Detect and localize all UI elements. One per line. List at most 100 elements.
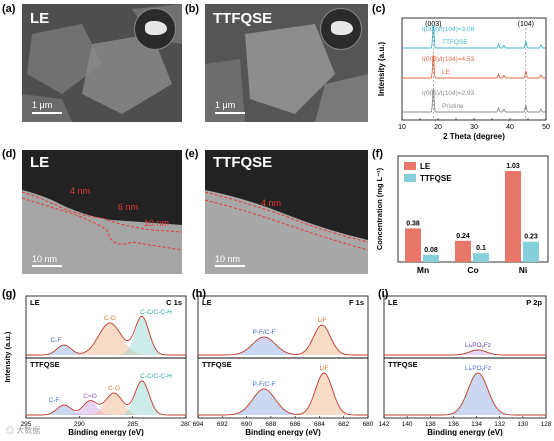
x-axis-label: Binding energy (eV) <box>245 428 321 436</box>
bar-ttfqse-co <box>473 253 489 262</box>
sem-texture <box>205 4 368 122</box>
xps-c1s-chart: Intensity (a.u.) LE TTFQSE C 1s 295 290 285 280… <box>2 290 192 437</box>
x-tick-label: 694 <box>193 421 204 428</box>
xps-frame-bottom <box>383 357 547 419</box>
panel-e-label: (e) <box>185 148 199 160</box>
xps-f1s-chart: LE TTFQSE F 1s 694 692 690 688 686 684 682 680 Bind… <box>192 290 376 437</box>
x-axis-label: Binding energy (eV) <box>68 428 144 436</box>
x-tick-label: 684 <box>314 421 325 428</box>
x-tick-label: 686 <box>290 421 301 428</box>
peak-label: LiF <box>319 365 328 372</box>
bar-value-label: 0.08 <box>424 247 438 254</box>
xrd-series-ttfqse <box>402 25 546 49</box>
ratio-label: I(003)/I(104)=2.93 <box>422 90 475 97</box>
xrd-series-le <box>402 55 546 79</box>
scale-text: 10 nm <box>215 254 241 264</box>
envelope-line <box>26 380 186 416</box>
peak-label: C-C/C-C-H <box>140 309 172 316</box>
series-label: Pristine <box>442 103 464 110</box>
panel-d-label: (d) <box>2 148 17 160</box>
x-tick-label: 128 <box>541 421 552 428</box>
xps-p2p-chart: LE TTFQSE P 2p 142 140 138 136 134 132 130 128 Bind… <box>378 290 552 437</box>
category-label: Ni <box>519 265 528 275</box>
plot-frame <box>401 17 547 121</box>
x-tick-label: 30 <box>470 124 478 131</box>
concentration-svg: Concentration (mg L⁻¹) Mn 0.38 0.08 Co 0.24 0.… <box>375 155 549 275</box>
envelope-line <box>384 349 546 356</box>
category-label: Co <box>467 265 478 275</box>
scale-bar <box>32 112 62 114</box>
panel-i-label: (i) <box>378 288 389 300</box>
sem-title-ttfqse: TTFQSE <box>213 10 273 27</box>
fitted-peak <box>198 325 368 355</box>
scale-bar <box>32 265 62 267</box>
x-tick-label: 690 <box>241 421 252 428</box>
x-tick-label: 142 <box>379 421 390 428</box>
annotation-4nm: 4 nm <box>261 198 282 208</box>
peak-label: C-O <box>108 385 120 392</box>
x-tick-label: 132 <box>494 421 505 428</box>
fitted-peak <box>26 381 186 415</box>
panel-a-label: (a) <box>2 3 16 15</box>
envelope-line <box>198 372 368 416</box>
legend-swatch <box>404 174 416 182</box>
peak-label: LiₓPOᵧFz <box>465 342 491 349</box>
series-label: TTFQSE <box>442 39 468 46</box>
xps-frame-bottom <box>25 357 187 419</box>
fitted-peak <box>384 373 546 415</box>
legend-label: LE <box>420 162 431 171</box>
bar-value-label: 0.38 <box>406 220 420 227</box>
x-tick-label: 20 <box>434 124 442 131</box>
xps-frame-top <box>197 295 369 359</box>
x-axis-label: 2 Theta (degree) <box>443 132 505 141</box>
bar-ttfqse-ni <box>523 241 539 262</box>
x-tick-label: 50 <box>542 124 550 131</box>
core-level-title: F 1s <box>349 298 364 307</box>
xps-f1s-svg: LE TTFQSE F 1s 694 692 690 688 686 684 682 680 Bind… <box>193 295 374 437</box>
x-tick-label: 136 <box>448 421 459 428</box>
x-tick-label: 692 <box>217 421 228 428</box>
envelope-line <box>198 324 368 356</box>
legend-swatch <box>404 162 416 170</box>
tem-title-ttfqse: TTFQSE <box>213 154 273 171</box>
fitted-peak <box>198 337 368 355</box>
peak-label-003: (003) <box>425 21 441 28</box>
x-tick-label: 285 <box>127 421 138 428</box>
scale-text: 1 μm <box>32 100 53 110</box>
bar-value-label: 0.1 <box>476 245 486 252</box>
xps-p2p-svg: LE TTFQSE P 2p 142 140 138 136 134 132 130 128 Bind… <box>379 295 552 437</box>
sem-title-le: LE <box>30 10 50 27</box>
x-tick-label: 682 <box>338 421 349 428</box>
photo-inset <box>320 8 362 50</box>
envelope-line <box>384 372 546 416</box>
ratio-label: I(003)/I(104)=3.08 <box>422 26 475 33</box>
spectrum-label-bottom: TTFQSE <box>202 360 232 369</box>
bar-le-mn <box>405 228 421 262</box>
peak-label: LiₓPOᵧFz <box>465 365 491 372</box>
fitted-peak <box>198 373 368 415</box>
x-axis-label: Binding energy (eV) <box>427 428 503 436</box>
xrd-series-pristine <box>402 89 546 113</box>
series-label: LE <box>442 69 451 76</box>
fitted-peak <box>26 405 186 415</box>
panel-b-label: (b) <box>185 3 200 15</box>
x-tick-label: 138 <box>425 421 436 428</box>
peak-label: C-F <box>49 397 60 404</box>
annotation-6nm: 6 nm <box>118 202 139 212</box>
peak-label: C=O <box>83 393 97 400</box>
core-level-title: C 1s <box>166 298 182 307</box>
xrd-chart: 10 20 30 40 50 2 Theta (degree) Intensity (a.u… <box>372 4 552 148</box>
peak-label-104: (104) <box>518 21 534 28</box>
y-axis-label: Concentration (mg L⁻¹) <box>375 167 384 250</box>
legend-label: TTFQSE <box>420 174 452 183</box>
fitted-peak <box>26 323 186 355</box>
scale-text: 1 μm <box>215 100 236 110</box>
peak-label: C-C/C-C-H <box>140 373 172 380</box>
spectrum-label-bottom: TTFQSE <box>30 360 60 369</box>
photo-inset <box>134 8 176 50</box>
fitted-peak <box>384 350 546 355</box>
x-tick-label: 280 <box>181 421 190 428</box>
fitted-peak <box>26 345 186 355</box>
peak-label: P-F/C-F <box>252 381 275 388</box>
tem-title-le: LE <box>30 154 50 171</box>
